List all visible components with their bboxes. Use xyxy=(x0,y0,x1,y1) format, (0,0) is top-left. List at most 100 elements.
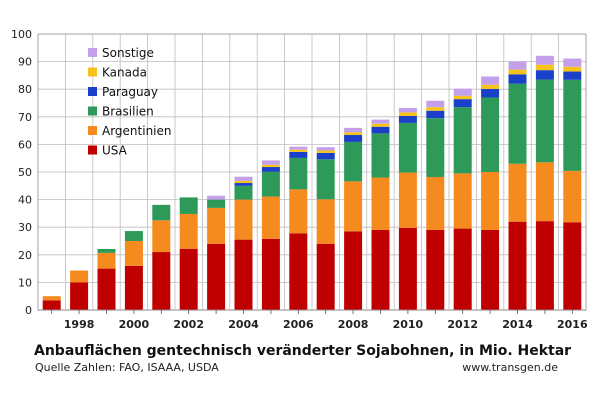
bar-sonstige-2010 xyxy=(398,107,417,113)
bar-argentinien-1997 xyxy=(42,296,61,301)
y-tick-label: 30 xyxy=(18,221,32,234)
bar-kanada-2016 xyxy=(563,66,582,72)
y-tick-label: 80 xyxy=(18,83,32,96)
y-tick-label: 50 xyxy=(18,166,32,179)
bar-kanada-2011 xyxy=(426,107,445,111)
x-tick-label: 2004 xyxy=(228,318,259,331)
bar-brasilien-2003 xyxy=(207,199,226,208)
y-tick-label: 20 xyxy=(18,249,32,262)
bar-argentinien-2015 xyxy=(535,162,554,222)
axes: 0 10 20 30 40 50 60 70 80 90 100 1998 2000 2002 2004 20… xyxy=(11,28,588,331)
bar-sonstige-2005 xyxy=(261,160,280,165)
bar-usa-2006 xyxy=(289,233,308,310)
bar-argentinien-2008 xyxy=(344,181,363,232)
bar-argentinien-1998 xyxy=(70,270,89,283)
bar-usa-2014 xyxy=(508,221,527,310)
credit-link[interactable]: www.transgen.de xyxy=(462,361,558,374)
x-tick-label: 2006 xyxy=(283,318,314,331)
legend-label-brasilien: Brasilien xyxy=(102,105,154,119)
bar-paraguay-2016 xyxy=(563,71,582,80)
bar-usa-2012 xyxy=(453,228,472,310)
bar-usa-2009 xyxy=(371,229,390,310)
legend-swatch-kanada xyxy=(88,67,97,77)
bar-sonstige-2008 xyxy=(344,127,363,133)
bar-brasilien-2009 xyxy=(371,133,390,178)
bar-brasilien-2004 xyxy=(234,185,253,200)
bar-brasilien-2011 xyxy=(426,118,445,177)
bar-brasilien-2012 xyxy=(453,107,472,174)
bar-argentinien-2011 xyxy=(426,176,445,230)
bar-argentinien-2010 xyxy=(398,172,417,228)
bar-kanada-2014 xyxy=(508,69,527,75)
bar-brasilien-2016 xyxy=(563,79,582,171)
chart-title: Anbauflächen gentechnisch veränderter So… xyxy=(34,343,572,359)
bar-usa-2010 xyxy=(398,227,417,310)
x-tick-label: 2010 xyxy=(393,318,424,331)
bar-brasilien-2013 xyxy=(481,97,500,172)
bar-argentinien-2004 xyxy=(234,199,253,240)
bar-argentinien-2012 xyxy=(453,173,472,229)
legend-label-usa: USA xyxy=(102,144,128,158)
bar-kanada-2010 xyxy=(398,112,417,116)
bar-usa-1998 xyxy=(70,282,89,310)
bar-brasilien-2007 xyxy=(316,159,335,200)
bar-brasilien-2000 xyxy=(124,231,143,241)
bar-sonstige-2007 xyxy=(316,147,335,151)
bar-usa-2001 xyxy=(152,252,171,310)
bar-usa-2002 xyxy=(179,248,198,310)
bar-brasilien-2002 xyxy=(179,197,198,214)
bar-kanada-2008 xyxy=(344,132,363,136)
bar-kanada-2006 xyxy=(289,149,308,152)
bar-usa-2016 xyxy=(563,222,582,310)
bar-kanada-2004 xyxy=(234,180,253,184)
plot-frame xyxy=(37,33,587,311)
bar-paraguay-2013 xyxy=(481,88,500,98)
bar-usa-2015 xyxy=(535,221,554,310)
stacked-bar-chart: 0 10 20 30 40 50 60 70 80 90 100 1998 2000 2002 2004 20… xyxy=(11,28,588,331)
y-tick-label: 70 xyxy=(18,111,32,124)
bar-paraguay-2014 xyxy=(508,74,527,84)
bar-paraguay-2007 xyxy=(316,152,335,160)
bar-argentinien-2009 xyxy=(371,177,390,230)
bar-usa-2007 xyxy=(316,243,335,310)
y-tick-label: 40 xyxy=(18,194,32,207)
bar-argentinien-2016 xyxy=(563,170,582,223)
bar-usa-2005 xyxy=(261,238,280,310)
x-tick-label: 2002 xyxy=(173,318,204,331)
bar-kanada-2012 xyxy=(453,95,472,100)
bar-usa-1999 xyxy=(97,268,116,310)
bar-usa-2003 xyxy=(207,243,226,310)
x-tick-label: 2000 xyxy=(119,318,150,331)
bar-paraguay-2011 xyxy=(426,110,445,119)
bar-sonstige-2016 xyxy=(563,58,582,67)
bar-argentinien-2001 xyxy=(152,220,171,253)
bar-sonstige-2009 xyxy=(371,119,390,124)
bar-brasilien-2008 xyxy=(344,141,363,182)
bar-kanada-2009 xyxy=(371,123,390,127)
bar-paraguay-2006 xyxy=(289,151,308,158)
legend-swatch-argentinien xyxy=(88,126,97,135)
bar-usa-2013 xyxy=(481,229,500,310)
y-tick-label: 90 xyxy=(18,56,32,69)
bar-usa-2004 xyxy=(234,239,253,310)
bar-kanada-2007 xyxy=(316,150,335,153)
bar-paraguay-2010 xyxy=(398,115,417,123)
bar-argentinien-1999 xyxy=(97,252,116,269)
bar-paraguay-2012 xyxy=(453,99,472,108)
bar-sonstige-2014 xyxy=(508,61,527,70)
bar-brasilien-2001 xyxy=(152,204,171,221)
bar-kanada-2013 xyxy=(481,84,500,89)
y-tick-label: 10 xyxy=(18,276,32,289)
source-note: Quelle Zahlen: FAO, ISAAA, USDA xyxy=(35,361,219,374)
legend-swatch-paraguay xyxy=(88,87,97,96)
bar-sonstige-2003 xyxy=(207,195,226,200)
bar-paraguay-2004 xyxy=(234,183,253,186)
bar-sonstige-2004 xyxy=(234,176,253,181)
x-tick-label: 1998 xyxy=(64,318,95,331)
bar-sonstige-2015 xyxy=(535,55,554,65)
y-tick-label: 60 xyxy=(18,138,32,151)
bar-brasilien-2010 xyxy=(398,122,417,173)
legend-label-paraguay: Paraguay xyxy=(102,85,158,99)
bar-usa-1997 xyxy=(42,300,61,310)
legend-label-argentinien: Argentinien xyxy=(102,124,172,138)
